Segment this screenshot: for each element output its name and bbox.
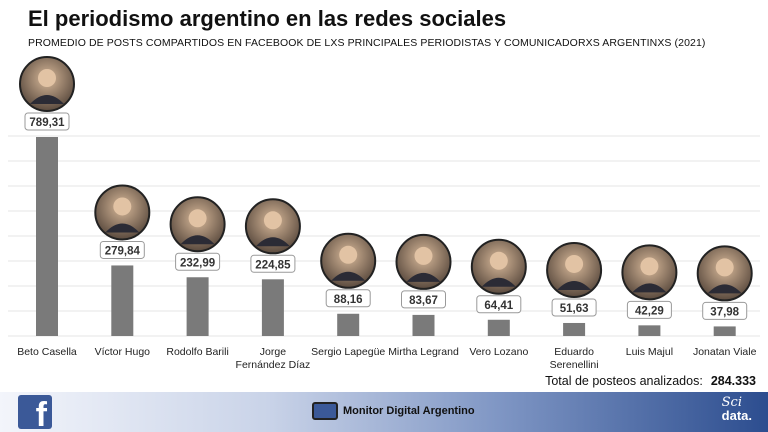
chart-title: El periodismo argentino en las redes soc… [28, 6, 507, 31]
avatar [621, 244, 678, 301]
category-label: Jorge [260, 346, 286, 358]
category-label: Serenellini [550, 359, 599, 371]
category-label: Eduardo [554, 346, 594, 358]
avatar [696, 245, 753, 302]
bars [36, 137, 736, 336]
value-label: 232,99 [180, 257, 215, 269]
value-label: 789,31 [29, 117, 65, 129]
avatar-head [339, 245, 358, 264]
category-label: Mirtha Legrand [388, 346, 459, 358]
avatar-head [113, 197, 132, 216]
avatar-body [30, 95, 64, 104]
avatar [320, 232, 377, 289]
facebook-icon: f [18, 395, 52, 429]
value-label: 279,84 [105, 245, 141, 257]
avatar-head [640, 257, 659, 276]
total-posts-value: 284.333 [710, 374, 756, 388]
avatar-body [331, 271, 366, 281]
value-label-box [250, 254, 296, 273]
bar [36, 137, 58, 336]
category-label: Víctor Hugo [95, 346, 151, 358]
avatar [470, 238, 527, 295]
category-label: Luis Majul [626, 346, 673, 358]
value-label-box [401, 290, 446, 309]
avatar [244, 198, 301, 255]
scidata-bottom: data. [721, 408, 752, 423]
scidata-top: Sci [721, 395, 743, 410]
avatar [169, 196, 226, 253]
avatar-head [715, 258, 734, 277]
value-label-box [476, 295, 522, 314]
avatar-head [38, 69, 56, 87]
category-label: Sergio Lapegüe [311, 346, 385, 358]
avatar-head [565, 254, 584, 273]
category-label: Beto Casella [17, 346, 77, 358]
value-label-box [702, 301, 748, 320]
bar-chart: 789,31 279,84 232,99 224,85 88,16 83,67 64,41 5… [8, 56, 760, 371]
value-label: 42,29 [635, 305, 664, 317]
avatar [395, 233, 452, 290]
avatar-body [632, 283, 667, 293]
value-label: 88,16 [334, 294, 363, 306]
avatar [546, 241, 603, 298]
bar [261, 279, 284, 336]
scidata-logo: Sci data. [722, 396, 752, 422]
avatar-head [263, 211, 282, 230]
value-labels: 789,31 279,84 232,99 224,85 88,16 83,67 64,41 5… [24, 112, 748, 320]
value-label: 224,85 [255, 259, 291, 271]
avatar-body [707, 284, 742, 294]
avatar-body [406, 272, 441, 282]
footer-bar: f Monitor Digital Argentino Sci data. [0, 392, 768, 432]
category-label: Vero Lozano [469, 346, 528, 358]
category-label: Jonatan Viale [693, 346, 757, 358]
value-label: 64,41 [484, 300, 513, 312]
value-label: 83,67 [409, 295, 438, 307]
bar [638, 325, 661, 336]
avatar [94, 184, 151, 241]
value-label-box [626, 300, 672, 319]
avatar-body [105, 223, 140, 233]
bar [111, 265, 134, 336]
avatar-body [481, 277, 516, 287]
value-label-box [551, 298, 597, 317]
bar [563, 322, 586, 336]
facebook-letter: f [35, 396, 47, 429]
category-label: Rodolfo Barili [166, 346, 228, 358]
value-label-box [24, 112, 70, 131]
monitor-digital-label: Monitor Digital Argentino [343, 405, 475, 417]
monitor-icon [312, 402, 338, 420]
avatar-body [180, 235, 215, 245]
bar [713, 326, 736, 336]
value-label-box [99, 240, 145, 259]
category-labels: Beto Casella Víctor Hugo Rodolfo Barili Jor… [17, 346, 756, 371]
avatar-head [188, 209, 207, 228]
avatar-body [557, 280, 592, 290]
monitor-digital-logo: Monitor Digital Argentino [312, 400, 475, 422]
avatars [19, 56, 753, 302]
bar [412, 314, 435, 336]
category-label: Fernández Díaz [236, 359, 311, 371]
total-posts: Total de posteos analizados: 284.333 [545, 374, 756, 388]
chart-subtitle: PROMEDIO DE POSTS COMPARTIDOS EN FACEBOO… [28, 37, 706, 49]
avatar [19, 56, 75, 112]
avatar-body [255, 237, 290, 247]
value-label: 37,98 [710, 306, 739, 318]
bar [487, 319, 510, 336]
bar [337, 313, 360, 336]
value-label-box [175, 252, 221, 271]
bar [186, 277, 209, 336]
value-label-box [325, 289, 371, 308]
total-posts-label: Total de posteos analizados: [545, 374, 703, 388]
value-label: 51,63 [560, 303, 589, 315]
avatar-head [489, 251, 508, 270]
avatar-head [414, 246, 433, 265]
